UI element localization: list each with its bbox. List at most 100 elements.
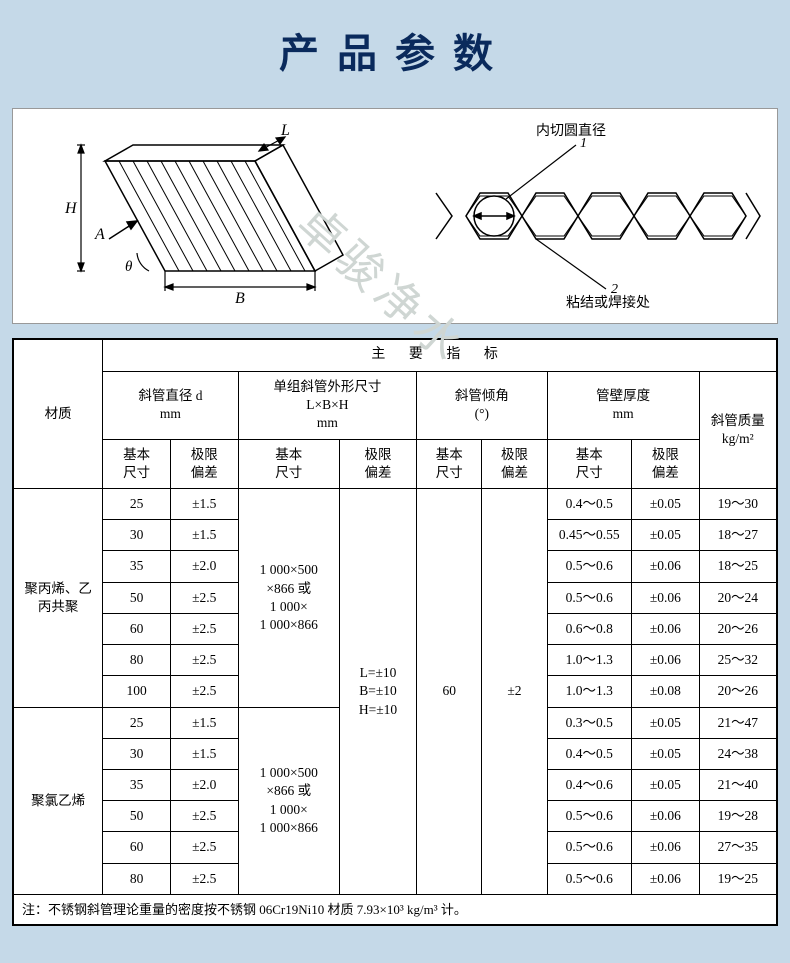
cell-quality: 20～26 xyxy=(699,676,776,707)
cell-angle-basic: 60 xyxy=(417,488,482,894)
th-material: 材质 xyxy=(14,340,103,489)
cell-d: 80 xyxy=(103,863,171,894)
cell-d-dev: ±2.0 xyxy=(170,769,238,800)
cell-d-dev: ±2.5 xyxy=(170,645,238,676)
th-a-basic: 基本尺寸 xyxy=(417,439,482,488)
cell-quality: 19～28 xyxy=(699,801,776,832)
cell-thickness-dev: ±0.06 xyxy=(632,832,700,863)
cell-d-dev: ±2.5 xyxy=(170,582,238,613)
label-L: L xyxy=(280,122,290,139)
cell-quality: 20～24 xyxy=(699,582,776,613)
cell-d: 25 xyxy=(103,707,171,738)
cell-thickness: 0.3～0.5 xyxy=(547,707,632,738)
cell-d: 60 xyxy=(103,613,171,644)
cell-thickness: 0.4～0.6 xyxy=(547,769,632,800)
cell-thickness: 0.5～0.6 xyxy=(547,801,632,832)
diagram-tube-module: H L B A θ xyxy=(19,121,390,311)
cell-d: 35 xyxy=(103,769,171,800)
label-H: H xyxy=(64,200,78,217)
cell-material: 聚氯乙烯 xyxy=(14,707,103,894)
spec-table: 材质 主 要 指 标 斜管直径 d mm 单组斜管外形尺寸 L×B×H mm 斜… xyxy=(13,339,777,925)
cell-d-dev: ±1.5 xyxy=(170,520,238,551)
cell-quality: 19～25 xyxy=(699,863,776,894)
cell-d: 100 xyxy=(103,676,171,707)
cell-thickness-dev: ±0.06 xyxy=(632,863,700,894)
diagram-caption-1: 内切圆直径 xyxy=(536,122,606,139)
cell-angle-dev: ±2 xyxy=(482,488,547,894)
th-diameter: 斜管直径 d mm xyxy=(103,371,238,439)
cell-d: 35 xyxy=(103,551,171,582)
cell-thickness: 0.6～0.8 xyxy=(547,613,632,644)
cell-thickness-dev: ±0.06 xyxy=(632,801,700,832)
cell-d-dev: ±2.5 xyxy=(170,801,238,832)
cell-d: 50 xyxy=(103,801,171,832)
th-d-dev: 极限偏差 xyxy=(170,439,238,488)
cell-thickness: 1.0～1.3 xyxy=(547,676,632,707)
th-size: 单组斜管外形尺寸 L×B×H mm xyxy=(238,371,417,439)
cell-thickness: 0.5～0.6 xyxy=(547,551,632,582)
cell-d: 25 xyxy=(103,488,171,519)
cell-quality: 21～40 xyxy=(699,769,776,800)
cell-d-dev: ±2.5 xyxy=(170,863,238,894)
cell-size-basic: 1 000×500 ×866 或 1 000× 1 000×866 xyxy=(238,488,339,707)
cell-d: 30 xyxy=(103,520,171,551)
diagram-caption-2: 粘结或焊接处 xyxy=(566,294,650,311)
cell-quality: 25～32 xyxy=(699,645,776,676)
th-s-dev: 极限偏差 xyxy=(339,439,416,488)
cell-thickness-dev: ±0.05 xyxy=(632,488,700,519)
spec-table-panel: 材质 主 要 指 标 斜管直径 d mm 单组斜管外形尺寸 L×B×H mm 斜… xyxy=(12,338,778,926)
cell-thickness-dev: ±0.06 xyxy=(632,613,700,644)
title-bar: 产品参数 xyxy=(0,0,790,100)
cell-thickness: 0.5～0.6 xyxy=(547,863,632,894)
cell-d-dev: ±2.5 xyxy=(170,676,238,707)
cell-thickness: 0.5～0.6 xyxy=(547,582,632,613)
th-t-basic: 基本尺寸 xyxy=(547,439,632,488)
cell-thickness-dev: ±0.06 xyxy=(632,551,700,582)
th-quality: 斜管质量 kg/m² xyxy=(699,371,776,488)
cell-d-dev: ±1.5 xyxy=(170,488,238,519)
diagram-panel: H L B A θ xyxy=(12,108,778,324)
cell-thickness-dev: ±0.05 xyxy=(632,707,700,738)
table-row: 聚丙烯、乙 丙共聚25±1.51 000×500 ×866 或 1 000× 1… xyxy=(14,488,777,519)
cell-d-dev: ±2.0 xyxy=(170,551,238,582)
cell-thickness-dev: ±0.06 xyxy=(632,582,700,613)
th-main-indicator: 主 要 指 标 xyxy=(103,340,777,372)
cell-d-dev: ±1.5 xyxy=(170,738,238,769)
diagram-leader-2: 2 xyxy=(611,282,618,297)
th-d-basic: 基本尺寸 xyxy=(103,439,171,488)
cell-d-dev: ±1.5 xyxy=(170,707,238,738)
cell-d: 60 xyxy=(103,832,171,863)
cell-material: 聚丙烯、乙 丙共聚 xyxy=(14,488,103,707)
cell-d: 30 xyxy=(103,738,171,769)
cell-quality: 27～35 xyxy=(699,832,776,863)
cell-thickness: 0.4～0.5 xyxy=(547,738,632,769)
cell-quality: 24～38 xyxy=(699,738,776,769)
cell-thickness-dev: ±0.08 xyxy=(632,676,700,707)
cell-size-basic: 1 000×500 ×866 或 1 000× 1 000×866 xyxy=(238,707,339,894)
cell-size-dev: L=±10 B=±10 H=±10 xyxy=(339,488,416,894)
label-theta: θ xyxy=(125,259,133,275)
table-note-row: 注：不锈钢斜管理论重量的密度按不锈钢 06Cr19Ni10 材质 7.93×10… xyxy=(14,894,777,925)
label-B: B xyxy=(235,290,245,307)
th-thickness: 管壁厚度 mm xyxy=(547,371,699,439)
table-body: 聚丙烯、乙 丙共聚25±1.51 000×500 ×866 或 1 000× 1… xyxy=(14,488,777,894)
cell-thickness-dev: ±0.06 xyxy=(632,645,700,676)
cell-quality: 18～25 xyxy=(699,551,776,582)
cell-thickness-dev: ±0.05 xyxy=(632,520,700,551)
cell-quality: 21～47 xyxy=(699,707,776,738)
label-A: A xyxy=(94,226,105,243)
th-s-basic: 基本尺寸 xyxy=(238,439,339,488)
cell-d: 80 xyxy=(103,645,171,676)
th-angle: 斜管倾角 (°) xyxy=(417,371,547,439)
table-note: 注：不锈钢斜管理论重量的密度按不锈钢 06Cr19Ni10 材质 7.93×10… xyxy=(14,894,777,925)
cell-thickness: 0.45～0.55 xyxy=(547,520,632,551)
cell-quality: 19～30 xyxy=(699,488,776,519)
cell-d-dev: ±2.5 xyxy=(170,832,238,863)
cell-thickness: 1.0～1.3 xyxy=(547,645,632,676)
cell-d-dev: ±2.5 xyxy=(170,613,238,644)
cell-quality: 18～27 xyxy=(699,520,776,551)
cell-thickness-dev: ±0.05 xyxy=(632,769,700,800)
cell-d: 50 xyxy=(103,582,171,613)
diagram-honeycomb: 1 内切圆直径 2 粘结或焊接处 xyxy=(400,121,771,311)
th-t-dev: 极限偏差 xyxy=(632,439,700,488)
